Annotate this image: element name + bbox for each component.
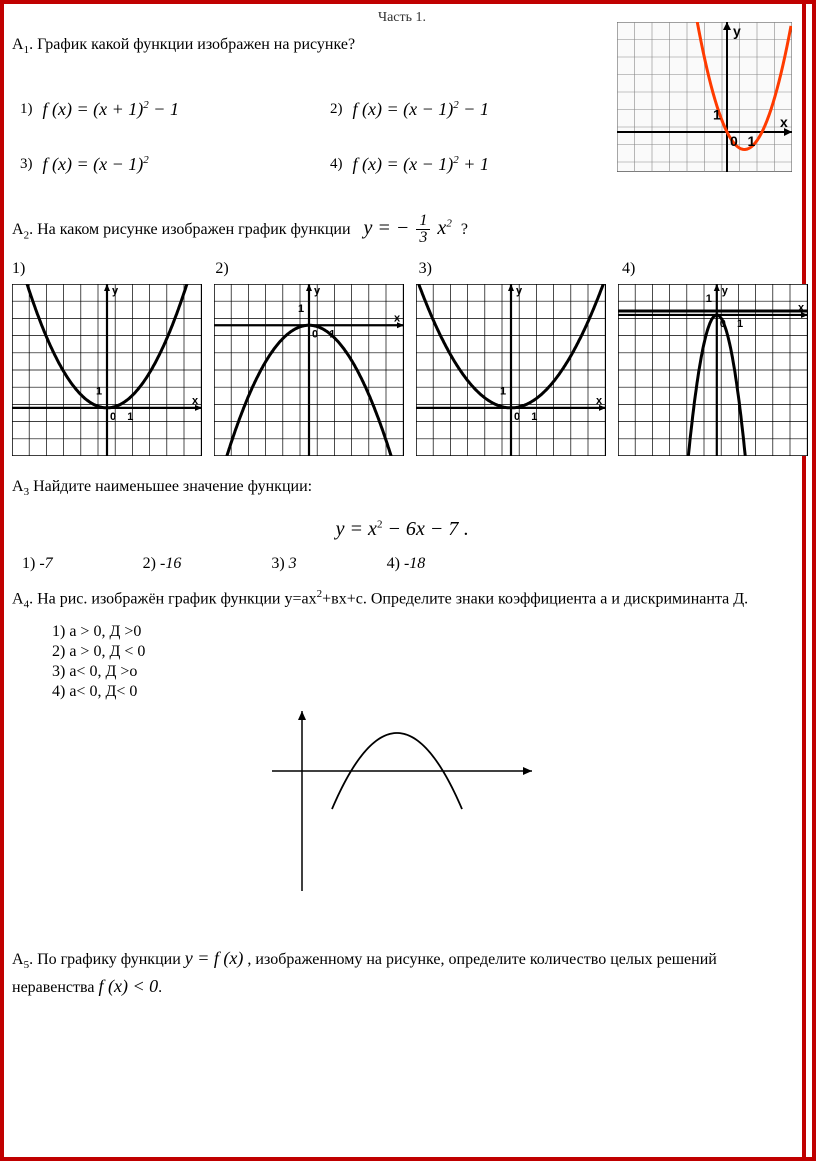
- svg-text:y: y: [314, 285, 321, 297]
- q4-text1: . На рис. изображён график функции у=ах: [29, 590, 317, 607]
- q1-question: . График какой функции изображен на рису…: [29, 36, 355, 53]
- q2-opt-3: 3): [419, 260, 432, 278]
- svg-text:1: 1: [748, 133, 756, 149]
- q1-opt-1: 1) f (x) = (x + 1)2 − 1: [20, 99, 320, 120]
- q2-opt-2: 2): [215, 260, 228, 278]
- page-frame: Часть 1. 011xy А1. График какой функции …: [0, 0, 816, 1161]
- svg-text:x: x: [596, 394, 603, 406]
- q5-label-prefix: А: [12, 951, 24, 968]
- q5-period: .: [158, 979, 162, 996]
- q4-list-1: 1) а > 0, Д >0: [52, 623, 792, 641]
- opt-formula: f (x) = (x − 1)2: [43, 154, 149, 175]
- opt-num: 1): [20, 101, 33, 118]
- q2-question: . На каком рисунке изображен график функ…: [29, 221, 350, 238]
- q4-graph: [272, 711, 792, 896]
- opt-formula: f (x) = (x + 1)2 − 1: [43, 99, 179, 120]
- opt-num: 4): [330, 156, 343, 173]
- q3-formula: y = x2 − 6x − 7 .: [12, 518, 792, 541]
- svg-text:0: 0: [110, 410, 116, 422]
- q2-opt-4: 4): [622, 260, 635, 278]
- svg-text:0: 0: [312, 328, 318, 340]
- q1-label-prefix: А: [12, 36, 24, 53]
- svg-text:x: x: [780, 114, 788, 130]
- inner-frame: Часть 1. 011xy А1. График какой функции …: [4, 4, 806, 1157]
- svg-text:0: 0: [514, 410, 520, 422]
- q4-list-2: 2) a > 0, Д < 0: [52, 643, 792, 661]
- q3-opt-4: 4) -18: [387, 555, 426, 573]
- svg-text:1: 1: [713, 107, 721, 123]
- q4-text2: +вх+с. Определите знаки коэффициента а и…: [322, 590, 748, 607]
- q5-formula1: y = f (x): [185, 948, 244, 968]
- q1-graph: 01 1 x y: [617, 22, 792, 177]
- q1-opt-2: 2) f (x) = (x − 1)2 − 1: [330, 99, 630, 120]
- q4-list-4: 4) а< 0, Д< 0: [52, 683, 792, 701]
- q1-opt-3: 3) f (x) = (x − 1)2: [20, 154, 320, 175]
- q3-opt-3: 3) 3: [271, 555, 296, 573]
- svg-text:x: x: [192, 394, 199, 406]
- frac-den: 3: [416, 230, 430, 246]
- svg-text:1: 1: [127, 410, 133, 422]
- q2-label-prefix: А: [12, 221, 24, 238]
- svg-text:1: 1: [298, 303, 304, 315]
- svg-text:1: 1: [96, 385, 102, 397]
- svg-text:1: 1: [706, 292, 712, 304]
- svg-text:y: y: [722, 285, 729, 297]
- svg-text:1: 1: [500, 385, 506, 397]
- svg-text:1: 1: [531, 410, 537, 422]
- svg-text:1: 1: [737, 318, 743, 330]
- opt-formula: f (x) = (x − 1)2 + 1: [353, 154, 489, 175]
- q4-list-3: 3) а< 0, Д >о: [52, 663, 792, 681]
- q2-graph-1: 011xy: [12, 284, 202, 456]
- q3-text: А3 Найдите наименьшее значение функции:: [12, 476, 792, 501]
- q5-text: А5. По графику функции y = f (x) , изобр…: [12, 946, 792, 999]
- opt-num: 3): [20, 156, 33, 173]
- svg-text:y: y: [516, 285, 523, 297]
- q2-formula: y = − 13 x2: [359, 217, 457, 239]
- q3-options: 1) -7 2) -16 3) 3 4) -18: [22, 555, 792, 573]
- svg-text:y: y: [112, 285, 119, 297]
- q2-graph-3: 011xy: [416, 284, 606, 456]
- opt-num: 2): [330, 101, 343, 118]
- q2-graph-2: 011xy: [214, 284, 404, 456]
- q2-qmark: ?: [461, 221, 468, 238]
- q3-opt-2: 2) -16: [143, 555, 182, 573]
- q2-option-labels: 1) 2) 3) 4): [12, 260, 792, 278]
- q2-text: А2. На каком рисунке изображен график фу…: [12, 213, 792, 246]
- q3-opt-1: 1) -7: [22, 555, 53, 573]
- q4-text: А4. На рис. изображён график функции у=а…: [12, 587, 792, 613]
- svg-text:0: 0: [730, 133, 738, 149]
- q3-question: Найдите наименьшее значение функции:: [29, 478, 312, 495]
- q4-label-prefix: А: [12, 590, 24, 607]
- frac-num: 1: [416, 213, 430, 230]
- q1-opt-4: 4) f (x) = (x − 1)2 + 1: [330, 154, 630, 175]
- q5-formula2: f (x) < 0: [98, 976, 158, 996]
- q3-label-prefix: А: [12, 478, 24, 495]
- q2-opt-1: 1): [12, 260, 25, 278]
- q5-text1: . По графику функции: [29, 951, 185, 968]
- svg-text:y: y: [733, 23, 741, 39]
- q2-graph-4: 011xy: [618, 284, 808, 456]
- q4-list: 1) а > 0, Д >0 2) a > 0, Д < 0 3) а< 0, …: [52, 623, 792, 701]
- opt-formula: f (x) = (x − 1)2 − 1: [353, 99, 489, 120]
- svg-text:x: x: [394, 312, 401, 324]
- q2-graphs: 011xy 011xy 011xy 011xy: [12, 284, 792, 456]
- q1-options: 1) f (x) = (x + 1)2 − 1 2) f (x) = (x − …: [20, 99, 607, 175]
